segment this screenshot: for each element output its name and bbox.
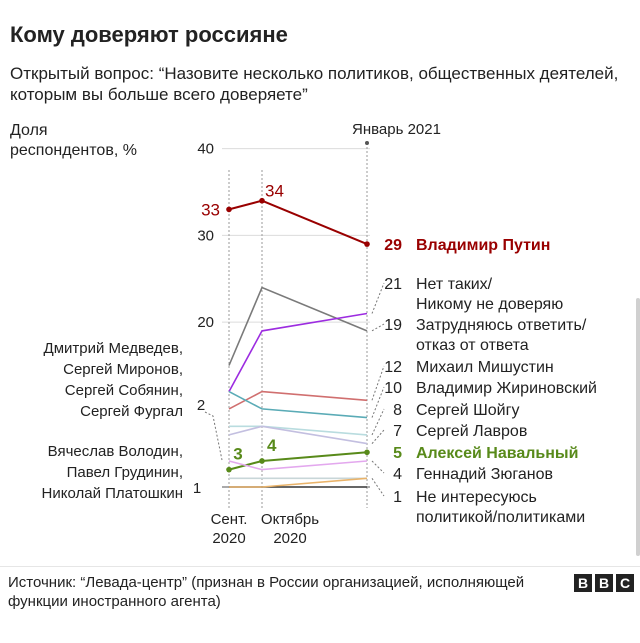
x-tick-label: Сент. — [211, 511, 248, 528]
label-leader-line — [371, 408, 385, 436]
right-series-label: политикой/политиками — [416, 509, 585, 526]
bbc-logo-letter: B — [574, 574, 592, 592]
series-point — [259, 197, 265, 204]
series-point — [259, 458, 265, 464]
series-line — [228, 460, 368, 471]
y-tick-label: 40 — [197, 141, 214, 158]
series-line — [229, 477, 368, 488]
y-axis-label-line: Доля — [10, 122, 48, 139]
left-group-value: 2 — [197, 397, 205, 414]
y-axis-label: Доля респондентов, % — [10, 121, 137, 161]
right-value-label: 8 — [393, 402, 402, 419]
label-leader-line — [371, 478, 385, 497]
bbc-logo-letter: C — [616, 574, 634, 592]
date-top-label: Январь 2021 — [352, 121, 441, 138]
chart-title: Кому доверяют россияне — [10, 22, 288, 47]
left-group-label: Сергей Фургал — [80, 403, 183, 420]
right-series-label: Михаил Мишустин — [416, 359, 554, 376]
bbc-logo-letter: B — [595, 574, 613, 592]
right-value-label: 1 — [393, 489, 402, 506]
series-line — [228, 390, 368, 419]
series-line — [228, 425, 368, 445]
right-series-label: Нет таких/ — [416, 276, 493, 293]
x-tick-label: 2020 — [273, 530, 306, 547]
right-series-label: Сергей Шойгу — [416, 402, 519, 419]
label-leader-line — [204, 411, 223, 461]
series-point — [364, 241, 370, 247]
right-value-label: 10 — [384, 380, 402, 397]
label-leader-line — [371, 460, 385, 474]
bbc-logo: B B C — [574, 574, 634, 592]
right-value-label: 29 — [384, 237, 402, 254]
left-group-label: Сергей Собянин, — [65, 382, 183, 399]
series-point — [226, 206, 232, 213]
series-line — [228, 286, 368, 366]
series-start-label: 33 — [201, 200, 220, 219]
right-value-label: 19 — [384, 317, 402, 334]
series-line — [228, 390, 368, 410]
series-point — [226, 466, 232, 473]
series-mid-label: 4 — [267, 436, 277, 455]
left-group-label: Николай Платошкин — [42, 485, 183, 502]
right-series-label: Владимир Жириновский — [416, 380, 597, 397]
right-value-label: 5 — [393, 445, 402, 462]
left-group-label: Вячеслав Володин, — [48, 443, 183, 460]
left-group-label: Павел Грудинин, — [67, 464, 183, 481]
divider — [0, 566, 640, 567]
right-series-label: Сергей Лавров — [416, 423, 527, 440]
left-group-label: Сергей Миронов, — [63, 361, 183, 378]
right-value-label: 4 — [393, 466, 402, 483]
series-line — [229, 425, 368, 436]
left-group-label: Дмитрий Медведев, — [44, 340, 183, 357]
series-line — [228, 199, 368, 246]
right-series-label: Затрудняюсь ответить/ — [416, 317, 587, 334]
right-series-label: Владимир Путин — [416, 237, 550, 254]
right-value-label: 12 — [384, 359, 402, 376]
right-series-label: Геннадий Зюганов — [416, 466, 553, 483]
label-leader-line — [371, 282, 385, 314]
right-series-label: Никому не доверяю — [416, 296, 563, 313]
series-line — [228, 312, 368, 392]
chart-subtitle: Открытый вопрос: “Назовите несколько пол… — [10, 64, 619, 104]
y-tick-label: 20 — [197, 314, 214, 331]
series-point — [364, 449, 370, 456]
date-marker-dot — [365, 141, 369, 145]
label-leader-line — [371, 365, 385, 401]
series-start-label: 3 — [233, 445, 242, 464]
right-value-label: 7 — [393, 423, 402, 440]
x-tick-label: Октябрь — [261, 511, 319, 528]
right-value-label: 21 — [384, 276, 402, 293]
label-leader-line — [371, 429, 385, 444]
right-series-label: Алексей Навальный — [416, 445, 578, 462]
right-series-label: отказ от ответа — [416, 337, 529, 354]
y-axis-label-line: респондентов, % — [10, 142, 137, 159]
label-leader-line — [371, 386, 385, 418]
series-mid-label: 34 — [265, 182, 284, 201]
y-tick-label: 30 — [197, 227, 214, 244]
left-group-value: 1 — [193, 480, 201, 497]
source-note: Источник: “Левада-центр” (признан в Росс… — [8, 574, 525, 610]
right-series-label: Не интересуюсь — [416, 489, 537, 506]
label-leader-line — [371, 323, 385, 332]
scrollbar[interactable] — [636, 298, 640, 556]
x-tick-label: 2020 — [212, 530, 245, 547]
